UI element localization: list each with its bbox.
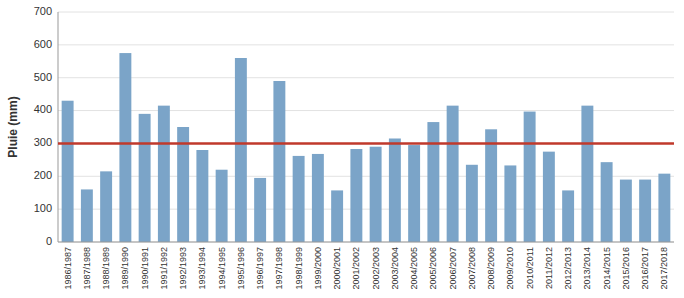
bar — [658, 174, 670, 242]
bars — [62, 53, 671, 242]
y-tick-label: 600 — [34, 38, 52, 50]
x-tick-label: 2008/2009 — [486, 247, 496, 290]
x-tick-label: 2002/2003 — [371, 247, 381, 290]
chart-container: 0 100 200 300 400 500 600 700 Pluie (mm) 1986/198… — [0, 0, 684, 298]
y-tick-label: 0 — [46, 235, 52, 247]
x-tick-label: 1997/1998 — [274, 247, 284, 290]
x-tick-label: 2016/2017 — [640, 247, 650, 290]
x-tick-label: 2000/2001 — [332, 247, 342, 290]
y-tick-label: 700 — [34, 5, 52, 17]
bar — [273, 81, 285, 242]
reference-line — [58, 142, 674, 145]
y-tick-label: 100 — [34, 202, 52, 214]
bar — [62, 101, 74, 242]
x-tick-label: 2014/2015 — [602, 247, 612, 290]
x-tick-label: 2004/2005 — [409, 247, 419, 290]
x-tick-label: 1996/1997 — [255, 247, 265, 290]
x-axis-line — [58, 242, 674, 243]
x-tick-label: 2006/2007 — [448, 247, 458, 290]
x-tick-label: 2003/2004 — [390, 247, 400, 290]
bar — [293, 156, 305, 242]
bar — [350, 149, 362, 242]
x-axis: 1986/1987 1987/1988 1988/1989 1989/1990 1990… — [58, 242, 674, 290]
x-tick-label: 1987/1988 — [82, 247, 92, 290]
x-tick-label: 2011/2012 — [544, 247, 554, 289]
y-axis-line — [58, 12, 59, 242]
bar — [562, 190, 574, 242]
x-tick-label: 2007/2008 — [467, 247, 477, 290]
x-tick-label: 2005/2006 — [428, 247, 438, 290]
grid-line — [58, 12, 674, 13]
bar — [312, 154, 324, 242]
x-tick-label: 1998/1999 — [294, 247, 304, 290]
x-tick-label: 1993/1994 — [197, 247, 207, 290]
bar — [601, 162, 613, 242]
x-tick-label: 1992/1993 — [178, 247, 188, 290]
x-tick-label: 1995/1996 — [236, 247, 246, 290]
bar — [639, 180, 651, 242]
bar — [331, 190, 343, 242]
x-tick-label: 2009/2010 — [505, 247, 515, 290]
y-axis: 0 100 200 300 400 500 600 700 — [34, 5, 58, 247]
grid-line — [58, 44, 674, 45]
bar — [370, 147, 382, 242]
x-tick-label: 2010/2011 — [525, 247, 535, 289]
bar — [235, 58, 247, 242]
y-tick-label: 200 — [34, 169, 52, 181]
bar — [216, 170, 228, 242]
grid-line — [58, 77, 674, 78]
x-tick-label: 1990/1991 — [140, 247, 150, 290]
x-tick-label: 1991/1992 — [159, 247, 169, 290]
bar — [543, 152, 555, 242]
y-axis-label: Pluie (mm) — [6, 96, 20, 157]
y-tick-label: 500 — [34, 71, 52, 83]
x-tick-label: 2015/2016 — [621, 247, 631, 290]
reference-line-group — [58, 143, 674, 144]
x-tick-label: 2017/2018 — [659, 247, 669, 290]
x-tick-label: 2013/2014 — [582, 247, 592, 290]
grid-line — [58, 242, 674, 243]
bar — [447, 106, 459, 242]
bar — [620, 180, 632, 242]
y-tick-label: 400 — [34, 103, 52, 115]
grid-line — [58, 143, 674, 144]
bar — [485, 129, 497, 242]
bar — [139, 114, 151, 242]
x-tick-label: 1988/1989 — [101, 247, 111, 290]
x-tick-label: 1999/2000 — [313, 247, 323, 290]
bar — [389, 139, 401, 243]
x-tick-label: 1986/1987 — [63, 247, 73, 290]
x-tick-label: 2001/2002 — [351, 247, 361, 290]
bar — [504, 165, 516, 242]
y-grid — [58, 12, 674, 242]
bar — [158, 106, 170, 242]
x-tick-label: 2012/2013 — [563, 247, 573, 290]
chart-svg: 0 100 200 300 400 500 600 700 Pluie (mm) 1986/198… — [0, 0, 684, 298]
bar — [81, 189, 93, 242]
bar — [466, 165, 478, 242]
bar — [254, 178, 266, 242]
bar — [196, 150, 208, 242]
bar — [100, 171, 112, 242]
bar — [119, 53, 131, 242]
y-tick-label: 300 — [34, 136, 52, 148]
bar — [408, 145, 420, 242]
x-tick-label: 1989/1990 — [120, 247, 130, 290]
x-tick-label: 1994/1995 — [217, 247, 227, 290]
bar — [581, 106, 593, 242]
bar — [427, 122, 439, 242]
bar — [524, 112, 536, 242]
